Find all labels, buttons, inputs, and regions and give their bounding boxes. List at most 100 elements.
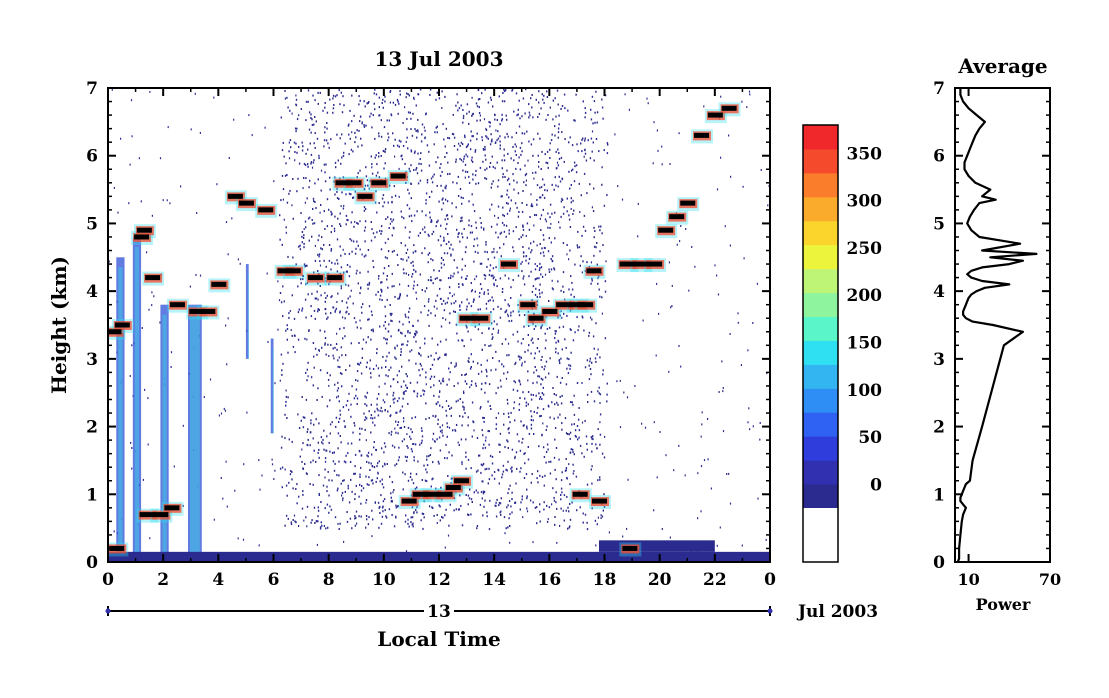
data-point-0-12 xyxy=(277,268,293,274)
colorbar-tick-label-5: 250 xyxy=(847,239,883,259)
x-tick-label-7: 14 xyxy=(482,570,506,590)
x-tick-label-10: 20 xyxy=(648,570,672,590)
data-point-0-27 xyxy=(556,302,572,308)
data-point-1-0 xyxy=(401,498,417,504)
colorbar-segment-8 xyxy=(803,292,838,317)
x-tick-label-6: 12 xyxy=(427,570,451,590)
side-y-tick-label-3: 3 xyxy=(933,350,945,370)
data-point-0-32 xyxy=(633,261,649,267)
data-point-0-23 xyxy=(500,261,516,267)
data-point-1-3 xyxy=(437,491,453,497)
data-point-0-14 xyxy=(307,275,323,281)
data-point-0-8 xyxy=(211,281,227,287)
average-profile-line xyxy=(956,88,1038,562)
data-point-0-11 xyxy=(258,207,274,213)
data-point-0-30 xyxy=(586,268,602,274)
x-tick-label-8: 16 xyxy=(537,570,561,590)
data-point-1-6 xyxy=(572,491,588,497)
x-tick-label-9: 18 xyxy=(593,570,617,590)
data-point-0-17 xyxy=(346,180,362,186)
data-point-0-34 xyxy=(658,227,674,233)
data-point-0-6 xyxy=(189,308,205,314)
colorbar-zero-segment xyxy=(803,508,838,562)
side-y-tick-label-7: 7 xyxy=(933,79,945,99)
y-tick-label-0: 0 xyxy=(86,553,98,573)
data-point-1-7 xyxy=(591,498,607,504)
data-point-0-31 xyxy=(619,261,635,267)
colorbar-segment-14 xyxy=(803,148,838,174)
side-y-tick-label-1: 1 xyxy=(933,485,945,505)
colorbar-tick-label-1: 50 xyxy=(858,428,882,448)
colorbar: 0 50 100 150 200 250 300 350 xyxy=(802,124,883,563)
x-tick-label-11: 22 xyxy=(703,570,727,590)
data-point-0-39 xyxy=(721,105,737,111)
colorbar-segment-3 xyxy=(803,412,838,437)
colorbar-tick-label-3: 150 xyxy=(847,334,883,354)
colorbar-tick-label-2: 100 xyxy=(847,381,883,401)
y-tick-label-3: 3 xyxy=(86,350,98,370)
data-point-0-1 xyxy=(114,322,130,328)
data-point-0-5 xyxy=(169,302,185,308)
chart-title: 13 Jul 2003 xyxy=(374,47,503,71)
average-profile: 0 1 2 3 4 5 6 7 10 70 xyxy=(933,79,1061,589)
data-point-0-33 xyxy=(647,261,663,267)
y-tick-label-6: 6 xyxy=(86,147,98,167)
y-tick-label-1: 1 xyxy=(86,485,98,505)
data-point-0-7 xyxy=(200,308,216,314)
y-axis-label: Height (km) xyxy=(47,256,71,394)
colorbar-segment-11 xyxy=(803,220,838,246)
x-tick-label-1: 2 xyxy=(157,570,169,590)
data-point-0-2 xyxy=(134,234,150,240)
data-point-1-1 xyxy=(412,491,428,497)
x-tick-label-12: 0 xyxy=(764,570,776,590)
data-point-0-24 xyxy=(520,302,536,308)
data-point-1-8 xyxy=(109,545,125,551)
colorbar-tick-label-4: 200 xyxy=(847,286,883,306)
x-tick-label-0: 0 xyxy=(102,570,114,590)
colorbar-segment-5 xyxy=(803,364,838,389)
data-point-1-11 xyxy=(153,512,169,518)
x-tick-label-4: 8 xyxy=(323,570,335,590)
colorbar-segment-2 xyxy=(803,436,838,461)
data-point-0-25 xyxy=(528,315,544,321)
data-point-1-2 xyxy=(423,491,439,497)
data-point-0-4 xyxy=(145,275,161,281)
colorbar-border xyxy=(802,124,839,563)
colorbar-segment-13 xyxy=(803,172,838,198)
x-tick-label-5: 10 xyxy=(372,570,396,590)
x-tick-label-3: 6 xyxy=(268,570,280,590)
side-y-tick-label-5: 5 xyxy=(933,214,945,234)
data-point-1-10 xyxy=(139,512,155,518)
colorbar-segment-6 xyxy=(803,340,838,365)
y-tick-label-7: 7 xyxy=(86,79,98,99)
colorbar-segment-1 xyxy=(803,460,838,485)
colorbar-segment-12 xyxy=(803,196,838,222)
data-point-0-16 xyxy=(335,180,351,186)
data-point-0-10 xyxy=(238,200,254,206)
side-x-tick-label-1: 70 xyxy=(1039,570,1061,589)
data-point-0-20 xyxy=(390,173,406,179)
data-point-0-18 xyxy=(357,193,373,199)
y-tick-label-2: 2 xyxy=(86,418,98,438)
date-month-label: Jul 2003 xyxy=(796,602,878,622)
side-x-tick-label-0: 10 xyxy=(957,570,979,589)
data-point-0-9 xyxy=(227,193,243,199)
colorbar-tick-label-6: 300 xyxy=(847,192,883,212)
colorbar-segment-10 xyxy=(803,244,838,270)
x-axis-label: Local Time xyxy=(377,627,500,651)
data-point-0-28 xyxy=(569,302,585,308)
side-plot-border xyxy=(954,87,1051,563)
x-tick-label-2: 4 xyxy=(212,570,224,590)
data-point-0-35 xyxy=(669,214,685,220)
data-point-1-12 xyxy=(164,505,180,511)
y-tick-label-4: 4 xyxy=(86,282,98,302)
side-x-label: Power xyxy=(976,595,1031,614)
side-title: Average xyxy=(957,54,1047,78)
data-point-0-0 xyxy=(108,329,122,335)
data-point-0-3 xyxy=(136,227,152,233)
data-point-0-37 xyxy=(694,132,710,138)
side-y-tick-label-4: 4 xyxy=(933,282,945,302)
colorbar-tick-label-7: 350 xyxy=(847,144,883,164)
data-point-1-5 xyxy=(454,478,470,484)
